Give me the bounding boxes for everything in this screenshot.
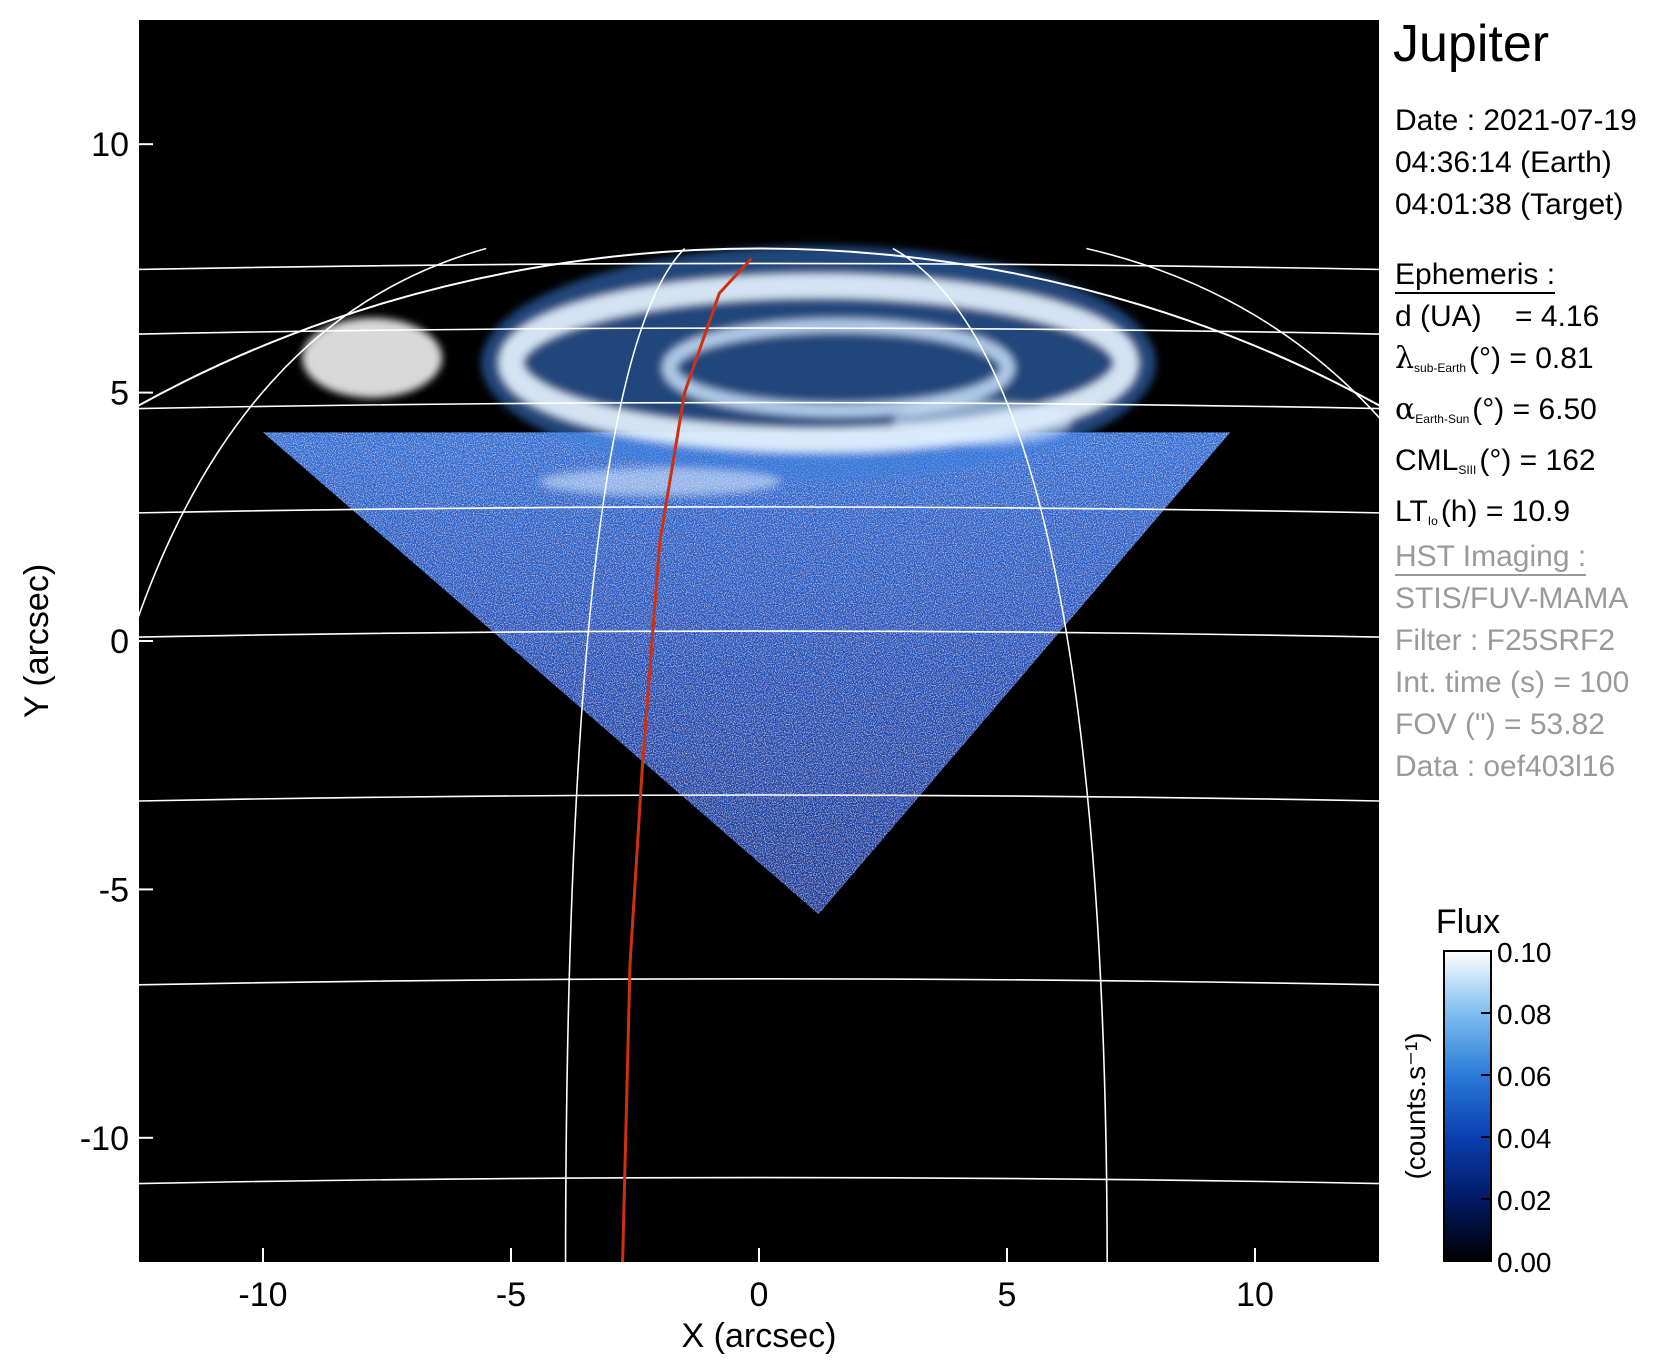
longitude-grid bbox=[139, 247, 1379, 1262]
y-axis-ticks: 10 5 0 -5 -10 bbox=[80, 126, 153, 1158]
longitude-line bbox=[564, 247, 686, 1262]
longitude-line bbox=[1086, 247, 1379, 419]
latitude-grid bbox=[139, 262, 1379, 1185]
filter-line: Filter : F25SRF2 bbox=[1395, 624, 1616, 657]
date-line: Date : 2021-07-19 bbox=[1395, 104, 1637, 137]
io-footprint-track bbox=[621, 257, 753, 1262]
int-time-line: Int. time (s) = 100 bbox=[1395, 666, 1630, 699]
colorbar bbox=[1443, 950, 1492, 1262]
x-tick-label: 5 bbox=[998, 1276, 1017, 1314]
y-tick-label: -5 bbox=[99, 871, 129, 909]
plot-content bbox=[139, 245, 1379, 1262]
colorbar-ticks: 0.10 0.08 0.06 0.04 0.02 0.00 bbox=[1481, 937, 1552, 1278]
x-axis-ticks: -10 -5 0 5 10 bbox=[238, 1248, 1274, 1314]
instrument-line: STIS/FUV-MAMA bbox=[1395, 582, 1629, 615]
y-tick-label: 5 bbox=[110, 375, 129, 413]
imaging-header: HST Imaging : bbox=[1395, 540, 1587, 576]
date-block: Date : 2021-07-19 04:36:14 (Earth) 04:01… bbox=[1395, 100, 1637, 226]
y-tick-label: -10 bbox=[80, 1120, 129, 1158]
oval-inner-ring bbox=[661, 317, 1016, 419]
y-tick-label: 10 bbox=[91, 126, 129, 164]
lambda-line: λsub-Earth (°) = 0.81 bbox=[1395, 341, 1594, 376]
oval-bright-spot bbox=[302, 317, 443, 398]
lt-line: LTIo (h) = 10.9 bbox=[1395, 495, 1571, 528]
latitude-line bbox=[139, 327, 1379, 335]
longitude-line bbox=[892, 247, 1108, 1262]
oval-main-ring bbox=[498, 272, 1140, 453]
y-axis-label: Y (arcsec) bbox=[18, 564, 56, 718]
jupiter-limb bbox=[139, 247, 1379, 407]
oval-lower-arc bbox=[539, 468, 780, 497]
colorbar-tick-label: 0.06 bbox=[1497, 1061, 1552, 1092]
colorbar-label: (counts.s⁻¹) bbox=[1400, 1032, 1431, 1179]
latitude-line bbox=[139, 794, 1379, 802]
ephemeris-block: Ephemeris : d (UA) = 4.16 λsub-Earth (°) … bbox=[1395, 254, 1599, 542]
data-id-line: Data : oef403l16 bbox=[1395, 750, 1616, 783]
x-tick-label: 10 bbox=[1236, 1276, 1274, 1314]
image-footprint bbox=[263, 432, 1231, 915]
distance-line: d (UA) = 4.16 bbox=[1395, 300, 1600, 333]
latitude-line bbox=[139, 262, 1379, 271]
alpha-line: αEarth-Sun (°) = 6.50 bbox=[1395, 392, 1597, 427]
target-time-line: 04:01:38 (Target) bbox=[1395, 188, 1624, 221]
imaging-block: HST Imaging : STIS/FUV-MAMA Filter : F25… bbox=[1395, 536, 1629, 788]
x-tick-label: -5 bbox=[496, 1276, 526, 1314]
colorbar-tick-label: 0.02 bbox=[1497, 1185, 1552, 1216]
x-axis-label: X (arcsec) bbox=[682, 1317, 837, 1355]
colorbar-tick-label: 0.08 bbox=[1497, 999, 1552, 1030]
colorbar-tick-label: 0.10 bbox=[1497, 937, 1552, 968]
longitude-line bbox=[139, 247, 487, 618]
x-tick-label: 0 bbox=[750, 1276, 769, 1314]
ephemeris-header: Ephemeris : bbox=[1395, 258, 1556, 294]
latitude-line bbox=[139, 401, 1379, 410]
colorbar-tick-label: 0.00 bbox=[1497, 1247, 1552, 1278]
latitude-line bbox=[139, 506, 1379, 514]
colorbar-tick-label: 0.04 bbox=[1497, 1123, 1552, 1154]
colorbar-title: Flux bbox=[1436, 903, 1500, 941]
planet-title: Jupiter bbox=[1393, 15, 1550, 73]
latitude-line bbox=[139, 630, 1379, 638]
oval-diffuse-patch bbox=[892, 400, 1073, 445]
fov-line: FOV (") = 53.82 bbox=[1395, 708, 1605, 741]
earth-time-line: 04:36:14 (Earth) bbox=[1395, 146, 1612, 179]
cml-line: CMLSIII (°) = 162 bbox=[1395, 444, 1596, 477]
latitude-line bbox=[139, 1176, 1379, 1185]
auroral-oval bbox=[302, 245, 1157, 497]
latitude-line bbox=[139, 978, 1379, 986]
y-tick-label: 0 bbox=[110, 623, 129, 661]
x-tick-label: -10 bbox=[238, 1276, 287, 1314]
